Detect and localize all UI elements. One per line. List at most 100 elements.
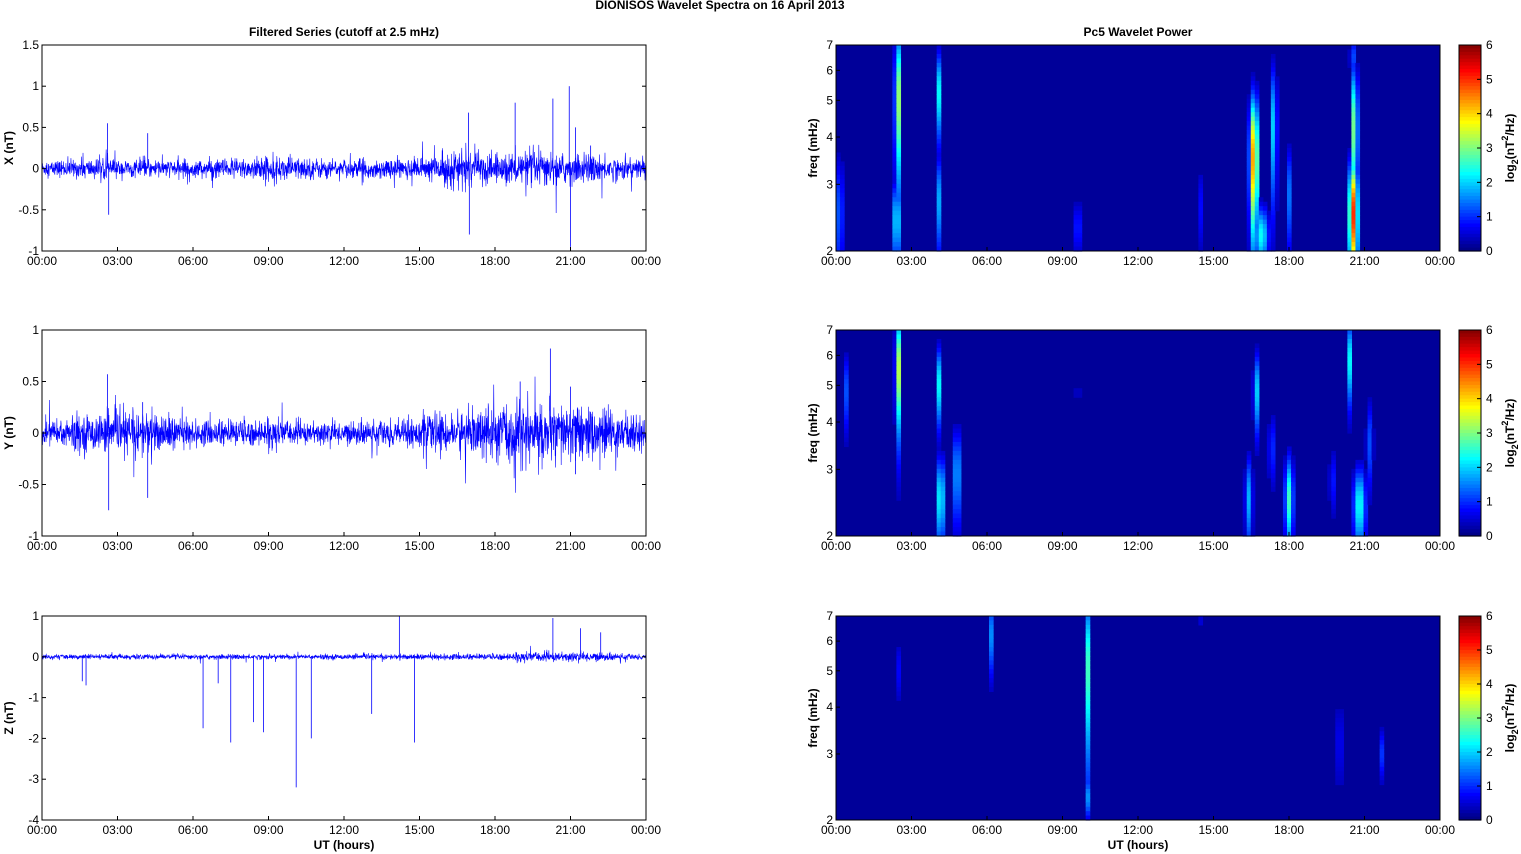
heatmap-cell	[840, 224, 845, 230]
heatmap-cell	[892, 174, 897, 180]
colorbar-cell	[1459, 803, 1481, 807]
heatmap-cell	[1282, 459, 1288, 465]
heatmap-cell	[1286, 148, 1292, 154]
heatmap-cell	[1339, 780, 1344, 786]
colorbar-cell	[1459, 779, 1481, 784]
heatmap-cell	[1351, 188, 1357, 194]
heatmap-cell	[1347, 49, 1353, 55]
heatmap-cell	[936, 419, 942, 425]
heatmap-cell	[892, 53, 897, 60]
colorbar-cell	[1459, 151, 1481, 156]
heatmap-cell	[896, 473, 902, 479]
heatmap-cell	[1371, 433, 1377, 439]
heatmap-cell	[1254, 388, 1260, 394]
x-tick-label: 09:00	[1047, 539, 1077, 553]
heatmap-cell	[1351, 161, 1357, 167]
heatmap-cell	[936, 174, 942, 180]
heatmap-cell	[1246, 482, 1252, 488]
heatmap-cell	[940, 477, 946, 483]
heatmap-cell	[1266, 450, 1272, 456]
colorbar-cell	[1459, 792, 1481, 797]
colorbar-cell	[1459, 216, 1481, 221]
heatmap-cell	[1282, 495, 1288, 501]
heatmap-cell	[1327, 486, 1332, 492]
heatmap-cell	[892, 201, 897, 207]
heatmap-cell	[1270, 134, 1276, 140]
heatmap-cell	[936, 201, 942, 207]
heatmap-cell	[1355, 495, 1361, 501]
heatmap-cell	[1355, 459, 1361, 465]
heatmap-cell	[1270, 130, 1276, 136]
heatmap-cell	[936, 500, 942, 506]
heatmap-cell	[1250, 491, 1256, 497]
heatmap-cell	[1250, 527, 1256, 533]
heatmap-cell	[1331, 468, 1336, 474]
heatmap-cell	[1274, 85, 1280, 91]
heatmap-cell	[1250, 76, 1256, 82]
heatmap-cell	[936, 388, 942, 394]
heatmap-cell	[1367, 477, 1373, 483]
colorbar-cell	[1459, 117, 1481, 122]
heatmap-cell	[896, 161, 902, 167]
heatmap-cell	[952, 513, 958, 519]
heatmap-cell	[896, 343, 902, 349]
heatmap-cell	[896, 170, 902, 176]
heatmap-cell	[1254, 450, 1260, 456]
heatmap-cell	[1242, 527, 1248, 533]
heatmap-cell	[1073, 201, 1079, 207]
heatmap-cell	[1282, 527, 1288, 533]
heatmap-cell	[1077, 210, 1083, 216]
heatmap-cell	[989, 673, 994, 679]
heatmap-cell	[896, 450, 902, 456]
heatmap-cell	[1347, 188, 1353, 194]
colorbar-cell	[1459, 650, 1481, 654]
x-tick-label: 18:00	[480, 823, 510, 837]
heatmap-cell	[1246, 161, 1252, 167]
heatmap-cell	[952, 527, 958, 533]
heatmap-cell	[1367, 500, 1373, 506]
heatmap-cell	[1254, 370, 1260, 376]
heatmap-cell	[1286, 143, 1292, 149]
heatmap-cell	[1246, 224, 1252, 230]
heatmap-cell	[936, 468, 942, 474]
heatmap-cell	[940, 518, 946, 524]
colorbar-cell	[1459, 134, 1481, 139]
heatmap-cell	[1270, 210, 1276, 216]
heatmap-cell	[1351, 103, 1357, 109]
colorbar-cell	[1459, 58, 1481, 63]
heatmap-cell	[1347, 224, 1353, 230]
heatmap-cell	[1266, 446, 1272, 452]
heatmap-cell	[1246, 531, 1252, 537]
heatmap-cell	[892, 125, 897, 131]
heatmap-cell	[1250, 410, 1256, 416]
colorbar-cell	[1459, 439, 1481, 444]
heatmap-cell	[1198, 616, 1204, 622]
heatmap-cell	[1359, 468, 1365, 474]
heatmap-cell	[892, 143, 897, 149]
heatmap-cell	[1254, 215, 1260, 221]
heatmap-cell	[1246, 170, 1252, 176]
heatmap-cell	[989, 616, 994, 622]
heatmap-cell	[1355, 491, 1361, 497]
colorbar-tick-label: 5	[1486, 643, 1493, 657]
colorbar-cell	[1459, 643, 1481, 648]
heatmap-cell	[1246, 522, 1252, 528]
colorbar-cell	[1459, 371, 1481, 376]
heatmap-cell	[1258, 224, 1264, 230]
heatmap-cell	[896, 134, 902, 140]
heatmap-cell	[1331, 477, 1336, 483]
heatmap-cell	[836, 165, 841, 171]
heatmap-cell	[1291, 495, 1296, 501]
heatmap-cell	[1351, 522, 1357, 528]
heatmap-cell	[1355, 477, 1361, 483]
colorbar-cell	[1459, 89, 1481, 94]
colorbar-cell	[1459, 75, 1481, 80]
heatmap-cell	[936, 518, 942, 524]
x-tick-label: 06:00	[178, 254, 208, 268]
heatmap-cell	[892, 85, 897, 91]
heatmap-cell	[1077, 228, 1083, 234]
heatmap-cell	[1250, 228, 1256, 234]
colorbar-cell	[1459, 354, 1481, 359]
colorbar-cell	[1459, 398, 1481, 403]
heatmap-cell	[1355, 482, 1361, 488]
